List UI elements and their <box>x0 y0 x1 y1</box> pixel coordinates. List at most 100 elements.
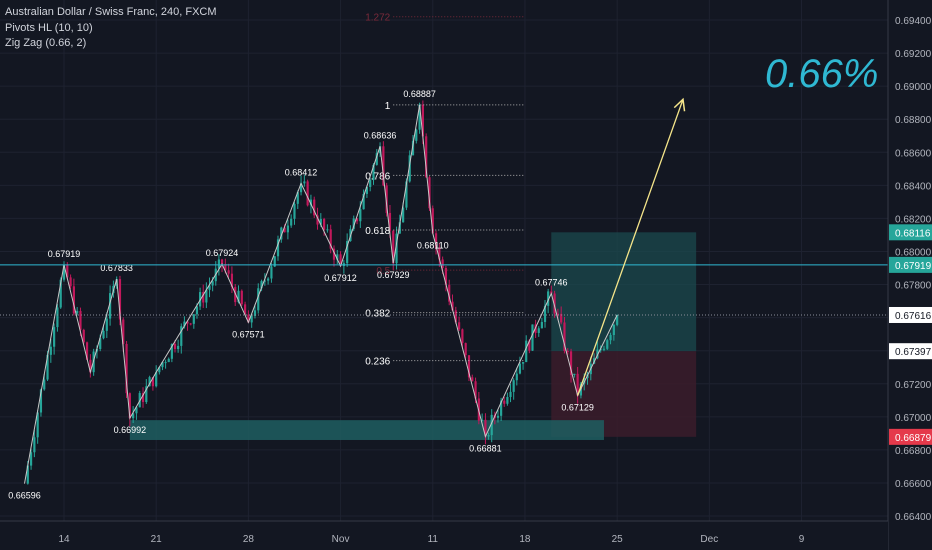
candle-body <box>240 290 243 305</box>
candle-body <box>411 140 415 156</box>
candle-body <box>237 290 240 303</box>
candle-body <box>164 362 167 364</box>
candle-body <box>415 129 418 141</box>
candle-body <box>392 230 395 264</box>
candle-body <box>425 136 428 178</box>
pivot-label: 0.67129 <box>561 403 594 413</box>
candle-body <box>484 419 487 437</box>
candle-body <box>250 315 253 323</box>
candle-body <box>125 343 128 394</box>
price-marker-bg <box>889 224 932 241</box>
candle-body <box>148 377 151 387</box>
candle-body <box>503 400 506 404</box>
symbol-title[interactable]: Australian Dollar / Swiss Franc, 240, FX… <box>5 6 217 18</box>
candle-body <box>329 229 332 249</box>
candle-body <box>451 301 454 311</box>
candle-body <box>388 212 392 231</box>
candle-body <box>132 413 135 419</box>
time-tick-label: 9 <box>799 534 805 545</box>
candle-body <box>293 203 296 219</box>
candle-body <box>173 343 177 350</box>
candle-body <box>461 329 464 344</box>
candle-body <box>26 465 29 484</box>
candle-body <box>385 185 388 213</box>
candle-body <box>257 288 260 311</box>
candle-body <box>303 181 306 184</box>
candle-body <box>547 291 550 306</box>
candle-body <box>39 389 43 413</box>
candle-body <box>454 310 457 323</box>
pivot-label: 0.67919 <box>48 249 81 259</box>
candle-body <box>85 342 89 360</box>
candle-body <box>372 164 375 181</box>
price-marker-label: 0.66879 <box>895 433 932 444</box>
candle-body <box>79 310 82 330</box>
price-marker-bg <box>889 256 932 273</box>
fib-level-label: 0.786 <box>365 171 390 182</box>
pivot-label: 0.67571 <box>232 329 265 339</box>
candle-body <box>509 391 512 397</box>
price-axis-bg <box>888 0 932 550</box>
fib-levels-layer: 1.272 1 0.786 0.618 0.5 0.382 0.236 <box>365 13 525 368</box>
candle-body <box>270 266 273 279</box>
candle-body <box>398 222 401 234</box>
time-axis[interactable]: 14 21 28 Nov 11 18 25 Dec 9 <box>0 520 888 550</box>
pivot-label: 0.68110 <box>417 240 449 250</box>
candle-body <box>220 259 224 265</box>
pivot-label: 0.66596 <box>8 491 41 501</box>
candle-body <box>286 225 289 233</box>
candle-body <box>227 270 230 274</box>
candle-body <box>46 354 49 380</box>
candle-body <box>247 314 250 323</box>
candle-body <box>537 328 540 333</box>
candle-body <box>441 259 444 268</box>
candle-body <box>56 307 59 328</box>
candle-body <box>263 280 266 282</box>
pivot-label: 0.67912 <box>324 273 357 283</box>
time-tick-label: Nov <box>332 534 350 545</box>
price-tick-label: 0.66600 <box>895 479 932 490</box>
price-marker-bg <box>889 306 932 323</box>
candle-body <box>596 349 599 359</box>
chart-legend: Australian Dollar / Swiss Franc, 240, FX… <box>5 5 217 52</box>
candle-body <box>313 199 316 216</box>
candle-body <box>306 181 309 206</box>
target-zone <box>551 232 697 352</box>
pivot-label: 0.67929 <box>377 270 410 280</box>
indicator-zigzag[interactable]: Zig Zag (0.66, 2) <box>5 37 87 49</box>
candle-body <box>352 218 355 229</box>
candle-body <box>192 314 195 324</box>
time-tick-label: 25 <box>612 534 624 545</box>
pivot-label: 0.66992 <box>114 425 147 435</box>
candle-body <box>33 437 36 453</box>
candle-body <box>224 264 227 271</box>
candle-body <box>496 415 500 418</box>
candle-body <box>273 256 276 267</box>
candle-body <box>566 350 569 352</box>
candle-body <box>336 254 339 260</box>
candle-body <box>512 380 515 392</box>
candle-body <box>612 324 615 336</box>
candle-body <box>346 241 349 264</box>
candle-body <box>253 310 257 316</box>
candle-body <box>540 322 543 329</box>
price-axis[interactable]: 0.69400 0.69200 0.69000 0.68800 0.68600 0.684… <box>887 0 932 550</box>
pivot-label: 0.68636 <box>364 130 397 140</box>
candle-body <box>217 259 221 269</box>
candle-body <box>296 192 299 204</box>
candle-body <box>102 330 105 339</box>
pivot-label: 0.68887 <box>403 89 436 99</box>
candle-body <box>616 314 619 325</box>
candle-body <box>444 267 448 285</box>
candle-body <box>283 227 286 233</box>
candle-body <box>186 321 189 324</box>
candle-body <box>467 355 471 378</box>
indicator-pivots[interactable]: Pivots HL (10, 10) <box>5 21 93 34</box>
price-tick-label: 0.66400 <box>895 512 932 523</box>
candle-body <box>543 305 547 323</box>
candle-body <box>375 153 378 165</box>
price-marker-label: 0.67616 <box>895 311 932 322</box>
candle-body <box>299 183 303 193</box>
candle-body <box>183 321 186 327</box>
